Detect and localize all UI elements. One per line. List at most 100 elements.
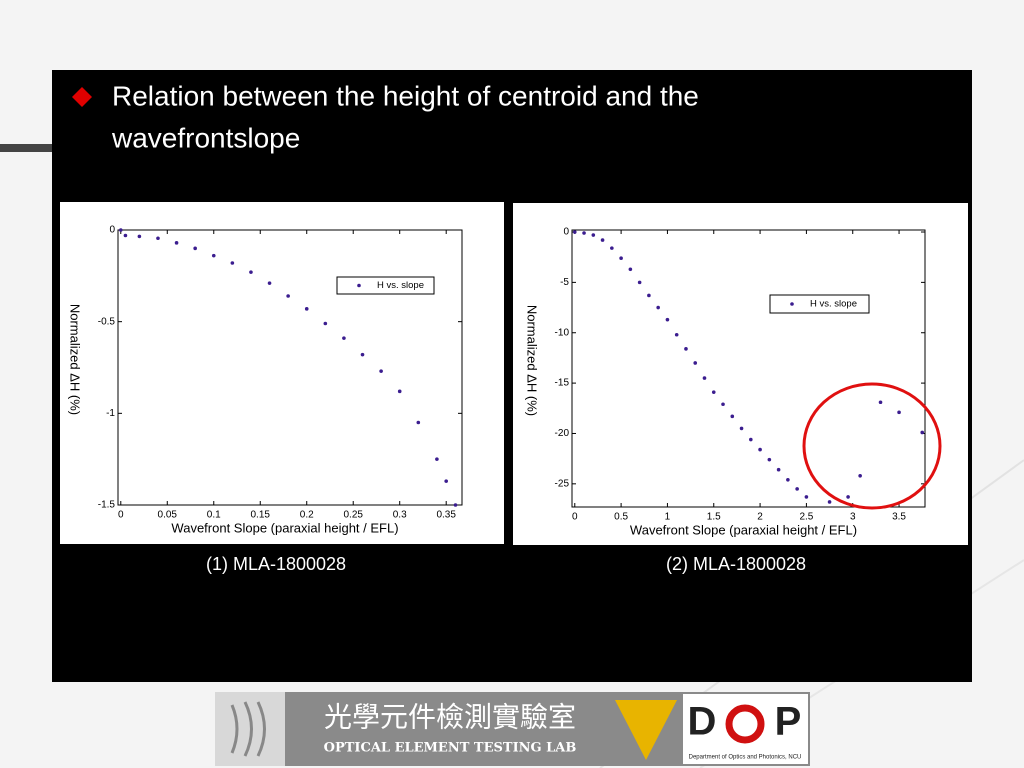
data-point <box>827 500 832 504</box>
data-point <box>684 347 688 351</box>
highlight-circle <box>802 382 942 510</box>
data-point <box>665 317 670 322</box>
data-point <box>721 402 725 407</box>
data-point <box>767 457 772 462</box>
data-point <box>416 420 421 425</box>
x-tick-label: 0.05 <box>158 510 178 521</box>
data-point <box>572 230 577 234</box>
lab-name-english: OPTICAL ELEMENT TESTING LAB <box>324 741 577 756</box>
legend-label: H vs. slope <box>377 280 424 291</box>
data-point <box>118 228 123 232</box>
data-point <box>749 437 753 442</box>
data-point <box>878 400 883 405</box>
y-axis-label: Normalized ΔH (%) <box>525 305 540 416</box>
data-point <box>591 233 596 237</box>
data-point <box>304 307 309 311</box>
footer-logo: 光學元件檢測實驗室 OPTICAL ELEMENT TESTING LAB D … <box>215 692 810 766</box>
data-point <box>758 447 762 452</box>
data-point <box>610 246 614 250</box>
y-tick-label: -1 <box>106 408 115 419</box>
data-point <box>637 280 642 285</box>
data-point <box>230 261 235 265</box>
data-point <box>693 361 698 365</box>
legend-marker <box>357 283 361 288</box>
caption: (2) MLA-1800028 <box>666 554 806 574</box>
data-point <box>628 267 633 272</box>
x-tick-label: 3.5 <box>892 512 906 523</box>
x-tick-label: 0.25 <box>343 510 363 521</box>
legend-box <box>336 276 435 295</box>
x-axis-label: Wavefront Slope (paraxial height / EFL) <box>171 520 398 535</box>
data-point <box>804 495 809 499</box>
data-point <box>342 336 346 340</box>
data-point <box>211 253 216 258</box>
y-tick-label: -5 <box>560 277 569 288</box>
data-point <box>267 281 272 285</box>
legend-marker <box>790 302 794 306</box>
data-point <box>786 478 790 482</box>
data-point <box>193 246 197 251</box>
logo-o <box>725 704 765 744</box>
plot-area <box>117 229 463 506</box>
data-point <box>730 414 735 419</box>
legend-label: H vs. slope <box>810 299 857 310</box>
plot-area <box>571 229 926 508</box>
department: Department of Optics and Photonics, NCU <box>689 755 802 761</box>
data-point <box>776 467 781 472</box>
data-point <box>323 321 328 326</box>
slide-title: Relation between the height of centroid … <box>112 80 699 111</box>
data-point <box>156 236 160 241</box>
x-tick-label: 1 <box>665 512 671 523</box>
y-tick-label: 0 <box>109 225 115 236</box>
school-emblem <box>615 700 677 760</box>
y-tick-label: -10 <box>555 327 570 338</box>
y-tick-label: -20 <box>555 428 570 439</box>
data-point <box>174 241 179 245</box>
logo-letter: D <box>688 700 717 744</box>
x-axis-label: Wavefront Slope (paraxial height / EFL) <box>630 522 857 537</box>
data-point <box>846 495 850 499</box>
bullet <box>72 87 92 107</box>
data-point <box>123 233 128 238</box>
data-point <box>360 352 365 357</box>
data-point <box>739 426 744 431</box>
caption: (1) MLA-1800028 <box>206 554 346 574</box>
y-tick-label: 0 <box>563 227 569 238</box>
y-tick-label: -25 <box>555 478 570 489</box>
data-point <box>444 479 448 483</box>
data-point <box>619 256 623 261</box>
data-point <box>858 473 862 478</box>
x-tick-label: 0.1 <box>207 510 221 521</box>
data-point <box>702 376 707 380</box>
data-point <box>600 238 605 242</box>
y-tick-label: -15 <box>555 378 570 389</box>
data-point <box>711 390 716 394</box>
x-tick-label: 0.15 <box>251 510 271 521</box>
data-point <box>137 234 142 239</box>
data-point <box>397 389 402 394</box>
data-point <box>249 270 253 274</box>
y-tick-label: -1.5 <box>98 500 116 511</box>
data-point <box>674 332 679 337</box>
charts: 0 0.05 0.1 0.15 0.2 0.25 0.3 0.35 0 -0.5 -1 -1.5 Wav… <box>68 225 926 537</box>
data-point <box>453 503 458 507</box>
y-axis-label: Normalized ΔH (%) <box>68 304 83 415</box>
x-tick-label: 3 <box>850 512 856 523</box>
x-tick-label: 0 <box>572 512 578 523</box>
data-point <box>379 369 383 373</box>
logo-letter: P <box>775 700 802 744</box>
data-point <box>647 293 651 298</box>
x-tick-label: 0 <box>118 510 124 521</box>
y-tick-label: -0.5 <box>98 316 116 327</box>
slide-title: wavefrontslope <box>111 122 300 153</box>
legend-box <box>769 294 870 314</box>
data-point <box>920 430 925 435</box>
data-point <box>286 294 290 298</box>
data-point <box>897 410 901 415</box>
data-point <box>435 457 439 461</box>
x-tick-label: 0.35 <box>436 510 456 521</box>
data-point <box>582 231 586 235</box>
x-tick-label: 2 <box>757 512 763 523</box>
x-tick-label: 0.5 <box>614 512 628 523</box>
